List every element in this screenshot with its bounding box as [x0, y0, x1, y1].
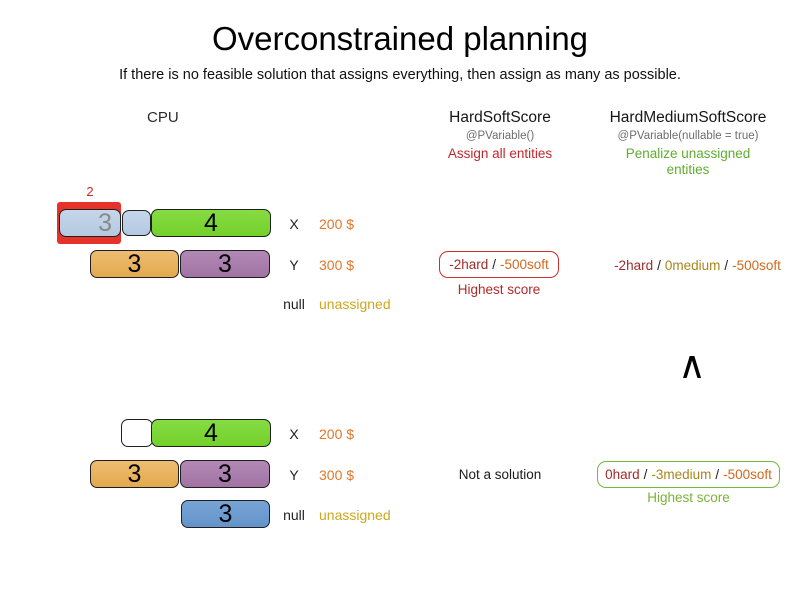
process-bar-purple-3: 3	[180, 460, 270, 488]
soft-score: -500soft	[732, 258, 781, 273]
medium-score: -3medium	[651, 467, 712, 482]
score-separator: /	[715, 467, 720, 482]
cpu-y-cost: 300 $	[319, 467, 355, 483]
process-bar-green-4: 4	[151, 209, 271, 237]
hard-score: -2hard	[449, 257, 489, 272]
cpu-null-cost: unassigned	[319, 507, 391, 523]
hardsoft-score-box: -2hard / -500soft	[439, 251, 559, 278]
cpu-null-label: null	[283, 507, 305, 523]
cpu-null-label: null	[283, 296, 305, 312]
process-bar-value: 4	[204, 208, 218, 237]
process-bar-value: 3	[218, 499, 233, 528]
hardsoftscore-header: HardSoftScore @PVariable() Assign all en…	[410, 109, 590, 162]
cpu-x-label: X	[289, 426, 299, 442]
hardmediumsoft-score-box: 0hard / -3medium / -500soft	[597, 461, 780, 488]
process-bar-unassigned-3: 3	[181, 500, 270, 528]
process-bar-nullable-tail	[122, 210, 151, 236]
hard-score: -2hard	[614, 258, 654, 273]
soft-score: -500soft	[723, 467, 772, 482]
score-separator: /	[657, 258, 661, 273]
process-bar-purple-3: 3	[180, 250, 270, 278]
process-bar-tan-3: 3	[90, 460, 179, 488]
less-than-wedge-icon: ∧	[678, 343, 706, 387]
process-bar-nullable-3: 3	[59, 209, 121, 237]
hardmediumsoft-score-line: -2hard / 0medium / -500soft	[595, 258, 800, 273]
process-bar-value: 3	[127, 459, 142, 488]
empty-cpu-slot	[121, 419, 153, 447]
overflow-count-label: 2	[86, 184, 94, 199]
cpu-y-label: Y	[289, 467, 299, 483]
cpu-x-label: X	[289, 216, 299, 232]
cpu-x-cost: 200 $	[319, 216, 355, 232]
hardmediumsoftscore-strategy: Penalize unassigned entities	[625, 145, 751, 178]
hardsoft-highest-score-caption: Highest score	[457, 282, 541, 297]
not-a-solution-text: Not a solution	[458, 467, 542, 482]
hardmediumsoft-highest-score-caption: Highest score	[647, 490, 730, 505]
score-separator: /	[724, 258, 729, 273]
cpu-column-label: CPU	[147, 109, 179, 126]
hardsoftscore-annotation: @PVariable()	[465, 129, 535, 142]
hard-score: 0hard	[605, 467, 640, 482]
process-bar-value: 3	[218, 249, 232, 278]
process-bar-tan-3: 3	[90, 250, 179, 278]
hardmediumsoftscore-header: HardMediumSoftScore @PVariable(nullable …	[593, 109, 783, 179]
cpu-null-cost: unassigned	[319, 296, 391, 312]
medium-score: 0medium	[664, 258, 721, 273]
hardsoftscore-title: HardSoftScore	[449, 109, 551, 126]
page-title: Overconstrained planning	[211, 20, 589, 57]
score-separator: /	[492, 257, 496, 272]
process-bar-value: 3	[218, 459, 232, 488]
hardmediumsoftscore-annotation: @PVariable(nullable = true)	[617, 129, 759, 142]
subtitle: If there is no feasible solution that as…	[119, 67, 681, 83]
hardmediumsoftscore-title: HardMediumSoftScore	[609, 109, 767, 126]
cpu-y-label: Y	[289, 257, 299, 273]
cpu-x-cost: 200 $	[319, 426, 355, 442]
soft-score: -500soft	[500, 257, 549, 272]
score-separator: /	[643, 467, 648, 482]
process-bar-value: 3	[98, 208, 112, 237]
cpu-y-cost: 300 $	[319, 257, 355, 273]
process-bar-value: 4	[204, 418, 218, 447]
hardsoftscore-strategy: Assign all entities	[447, 145, 553, 161]
process-bar-green-4: 4	[151, 419, 271, 447]
process-bar-value: 3	[127, 249, 142, 278]
